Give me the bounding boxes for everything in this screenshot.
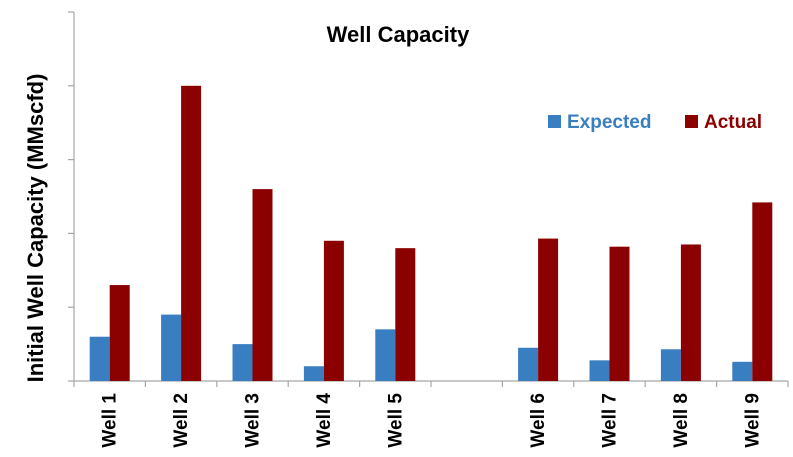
bar-actual-well-3: [252, 189, 273, 381]
bar-actual-well-1: [109, 285, 130, 381]
x-tick-label: Well 4: [314, 393, 335, 448]
bar-expected-well-4: [303, 366, 324, 381]
bar-expected-well-8: [660, 349, 681, 381]
legend-label-expected: Expected: [567, 112, 651, 133]
bar-actual-well-8: [680, 244, 701, 381]
bars: [89, 85, 773, 382]
bar-expected-well-6: [518, 347, 539, 381]
legend-swatch-expected: [548, 115, 561, 128]
bar-expected-well-5: [375, 329, 396, 381]
bar-actual-well-7: [609, 246, 630, 381]
x-tick-label: Well 1: [100, 393, 121, 448]
chart-title: Well Capacity: [327, 22, 470, 47]
legend: Expected Actual: [548, 112, 762, 133]
x-tick-label: Well 7: [600, 393, 621, 448]
bar-actual-well-6: [538, 238, 559, 381]
bar-expected-well-7: [589, 360, 610, 381]
legend-label-actual: Actual: [704, 112, 762, 133]
x-tick-label: Well 3: [243, 393, 264, 448]
x-tick-label: Well 6: [528, 393, 549, 448]
bar-expected-well-1: [89, 336, 110, 381]
bar-actual-well-2: [181, 85, 202, 382]
bar-expected-well-2: [161, 314, 182, 381]
legend-swatch-actual: [685, 115, 698, 128]
bar-actual-well-9: [752, 202, 773, 381]
x-tick-label: Well 2: [171, 393, 192, 448]
bar-expected-well-3: [232, 344, 253, 381]
x-tick-label: Well 8: [671, 393, 692, 448]
x-tick-label: Well 5: [385, 393, 406, 448]
bar-actual-well-5: [395, 248, 416, 381]
x-tick-labels: Well 1 Well 2 Well 3 Well 4 Well 5 Well 6 Well…: [100, 393, 764, 448]
x-tick-label: Well 9: [742, 393, 763, 448]
bar-expected-well-9: [732, 361, 753, 381]
y-axis-label: Initial Well Capacity (MMscfd): [23, 74, 48, 383]
bar-actual-well-4: [323, 240, 344, 381]
